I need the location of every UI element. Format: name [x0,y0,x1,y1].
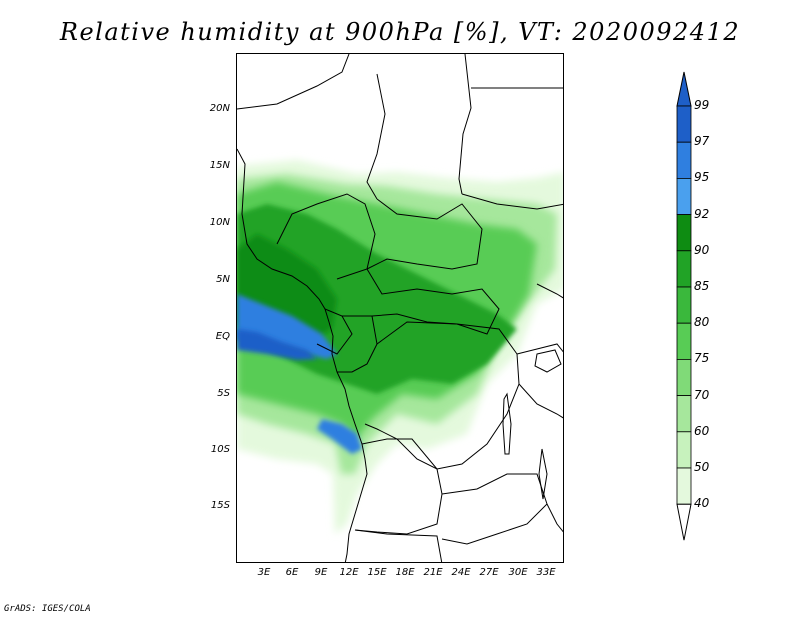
colorbar-segment [676,286,692,324]
coastline [237,148,368,562]
lat-label: 10N [209,217,230,228]
colorbar-segment [676,467,692,505]
lat-label: 10S [210,444,230,455]
chad-border [366,198,483,270]
colorbar-segment [676,141,692,179]
colorbar-label: 90 [694,242,710,257]
colorbar-bottom-arrow [676,503,692,541]
sudan-border [461,193,563,210]
lat-label: 15N [209,160,230,171]
colorbar-segment [676,358,692,396]
humidity-map [237,54,563,562]
colorbar-label: 60 [694,423,710,438]
grads-credit: GrADS: IGES/COLA [4,604,91,614]
lake-malawi [538,448,548,500]
nigeria-border [276,193,376,280]
humidity-95-coastal-region [317,419,362,454]
car-border [366,268,500,335]
lon-label: 21E [423,567,443,578]
humidity-99-region [237,329,317,360]
lon-label: 3E [257,567,271,578]
lon-label: 12E [339,567,359,578]
lat-label: 20N [209,103,230,114]
map-borders [237,54,563,562]
drc-border [364,321,520,470]
sahara-border-3 [458,54,472,195]
colorbar-label: 80 [694,315,710,330]
colorbar-segment [676,178,692,216]
lon-label: 9E [314,567,328,578]
colorbar-segment [676,431,692,469]
colorbar-label: 85 [694,279,710,293]
humidity-shading [237,160,563,534]
lon-label: 6E [285,567,299,578]
colorbar-segment [676,214,692,252]
colorbar [676,71,692,541]
chart-title: Relative humidity at 900hPa [%], VT: 202… [59,18,741,46]
colorbar-label: 99 [694,98,710,112]
lake-victoria [534,349,562,373]
colorbar-label: 97 [694,134,710,149]
colorbar-segment [676,250,692,288]
tanzania-border [518,383,563,419]
colorbar-label: 75 [694,351,710,366]
colorbar-label: 95 [694,170,710,185]
lon-label: 33E [536,567,556,578]
lat-label: 15S [210,500,230,511]
zambia-border [441,473,548,545]
lon-label: 18E [395,567,415,578]
colorbar-segment [676,395,692,433]
congo-border [337,315,378,373]
ethiopia-border [536,283,563,299]
lon-label: 15E [367,567,387,578]
colorbar-label: 40 [694,496,710,511]
cameroon-border [316,308,353,355]
namibia-border [354,529,443,562]
sahara-border-1 [237,54,350,110]
colorbar-top-arrow [676,71,692,107]
colorbar-segment [676,322,692,360]
colorbar-label: 92 [694,206,710,221]
lon-label: 30E [508,567,528,578]
lon-label: 27E [479,567,499,578]
colorbar-label: 70 [694,387,710,402]
sahara-border-2 [366,73,386,200]
lat-label: EQ [215,331,230,342]
mozambique-border [546,503,563,533]
map-panel [236,53,564,563]
lon-label: 24E [451,567,471,578]
colorbar-segment [676,105,692,143]
colorbar-label: 50 [694,460,710,474]
lat-label: 5S [217,388,230,399]
lat-label: 5N [216,274,230,285]
colorbar-segments [676,71,692,541]
lake-tanganyika [502,392,512,455]
uganda-kenya-border [516,343,563,355]
